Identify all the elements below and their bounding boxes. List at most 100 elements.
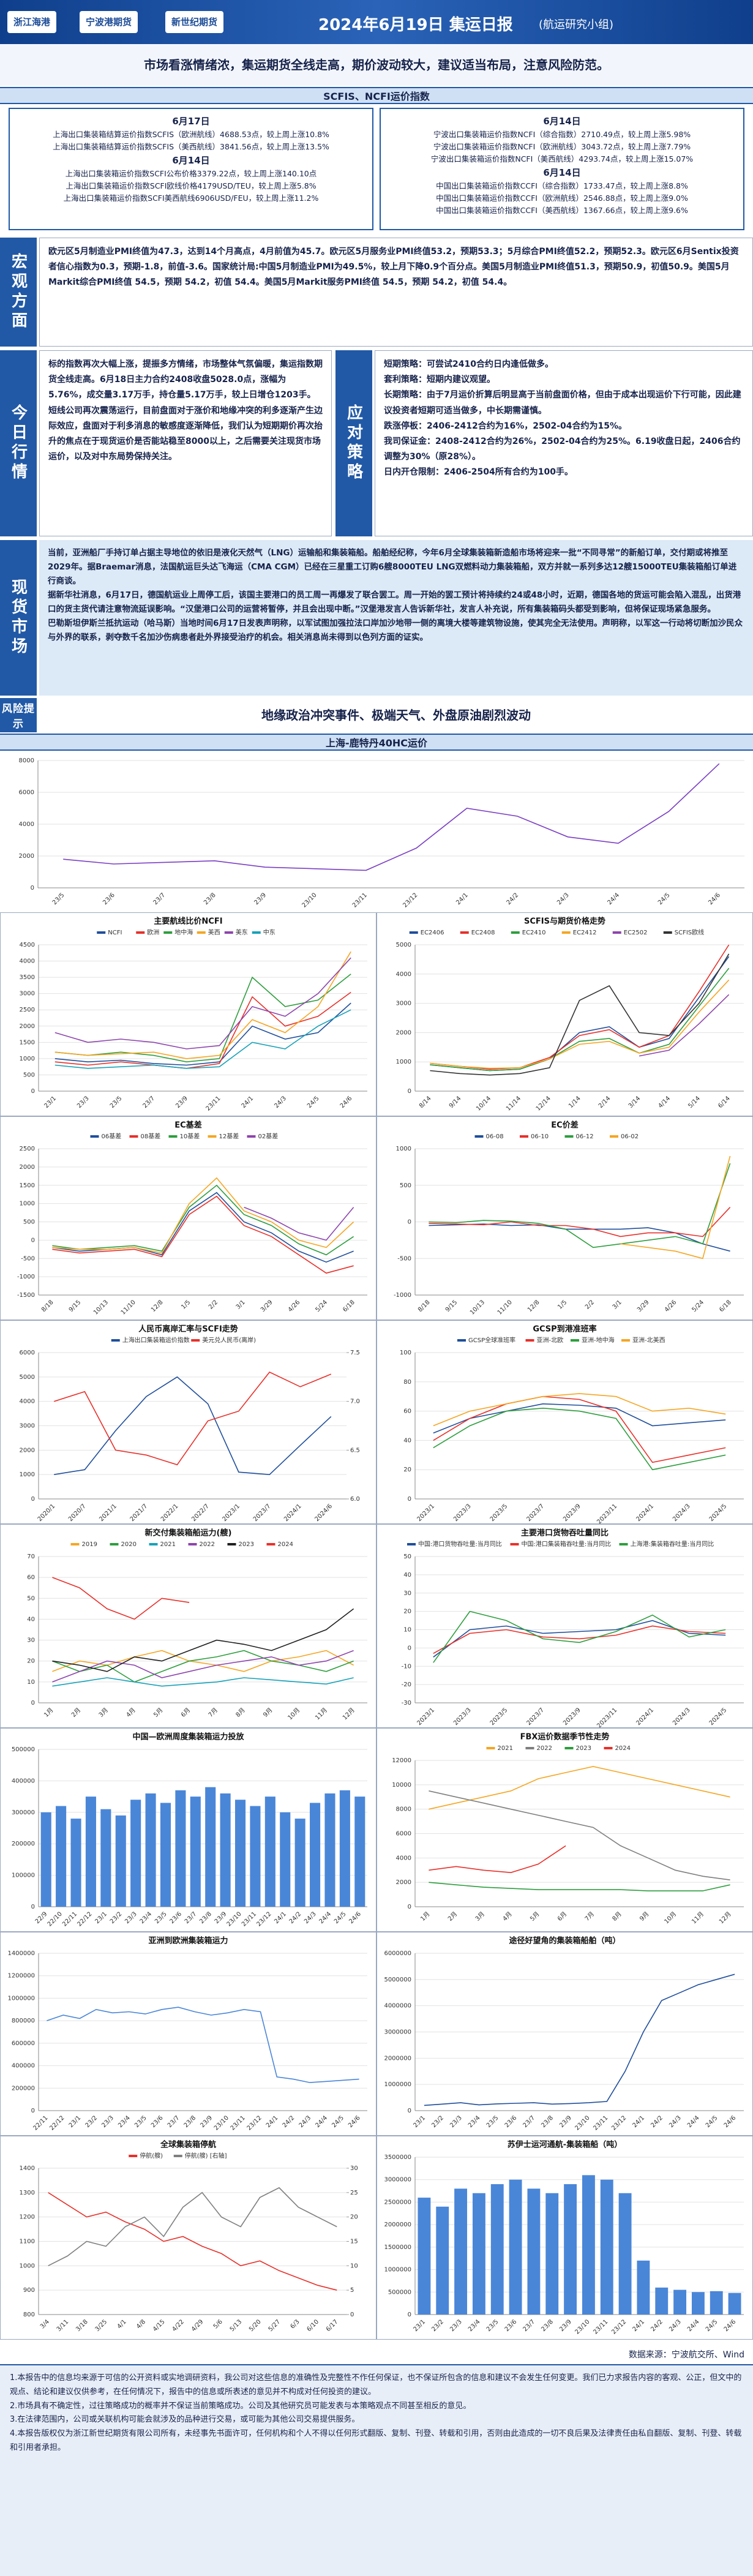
legend-label: EC2502: [624, 929, 648, 936]
x-tick-label: 10/14: [475, 1095, 492, 1112]
x-tick-label: 4/1: [116, 2318, 128, 2330]
bar: [600, 2179, 613, 2315]
chart-panel: EC价差 06-08 06-10 06-12 06-02 -1000 -500 0 500 100…: [376, 1116, 753, 1320]
bar: [220, 1793, 231, 1907]
x-tick-label: 3/25: [94, 2318, 109, 2333]
x-tick-label: 23/9: [253, 892, 268, 906]
x-tick-label: 23/10: [574, 2114, 591, 2131]
y-tick-label: 2000: [19, 853, 34, 860]
chart-panel: FBX运价数据季节性走势 2021 2022 2023 2024 0 2000 4000 600…: [376, 1728, 753, 1932]
y-tick-label: 500: [23, 1219, 35, 1226]
y-tick-label: 40: [403, 1437, 411, 1444]
x-tick-label: 11/10: [120, 1299, 137, 1316]
x-tick-label: 3/29: [260, 1299, 274, 1313]
legend-swatch: [474, 1135, 484, 1138]
legend-swatch: [610, 1135, 618, 1138]
y-tick-label: 8000: [19, 757, 34, 764]
y-tick-label: 4000: [396, 1855, 411, 1861]
x-tick-label: 2月: [446, 1910, 459, 1923]
index-line: 宁波出口集装箱运价指数NCFI（欧洲航线）3043.72点，较上周上涨7.79%: [433, 142, 691, 151]
bar: [527, 2188, 541, 2315]
x-tick-label: 2021/7: [129, 1503, 149, 1523]
y-tick-label: 400000: [12, 1778, 35, 1784]
x-tick-label: 3/1: [612, 1299, 623, 1310]
y2-tick-label: 15: [350, 2239, 358, 2245]
y-tick-label: -1000: [394, 1292, 411, 1299]
bar: [418, 2198, 431, 2315]
x-tick-label: 6/18: [342, 1299, 356, 1313]
y-tick-label: -1000: [17, 1274, 35, 1280]
x-tick-label: 24/4: [607, 892, 621, 906]
x-tick-label: 24/6: [348, 1910, 362, 1925]
x-tick-label: 1/5: [556, 1299, 568, 1310]
bar: [310, 1803, 321, 1907]
x-tick-label: 23/11: [592, 2318, 609, 2335]
legend-label: 中国:港口集装箱吞吐量:当月同比: [522, 1540, 612, 1548]
summary: 市场看涨情绪浓，集运期货全线走高，期价波动较大，建议适当布局，注意风险防范。: [0, 44, 753, 86]
bar: [85, 1797, 96, 1907]
line-series: [429, 1163, 731, 1249]
line-series: [433, 1395, 726, 1463]
chart-panel: SCFIS与期货价格走势 EC2406 EC2408 EC2410 EC2412 EC25…: [376, 912, 753, 1116]
y-tick-label: 5000: [396, 942, 411, 948]
x-tick-label: 23/5: [109, 1095, 124, 1110]
chart-panel: EC基差 06基差 08基差 10基差 12基差 02基差 -1500 -1000 -500 0 5…: [0, 1116, 376, 1320]
x-tick-label: 3月: [474, 1910, 486, 1923]
line-series: [52, 1177, 354, 1254]
y-tick-label: 500000: [388, 2289, 411, 2296]
x-tick-label: 24/4: [318, 1910, 333, 1925]
bar: [130, 1800, 141, 1907]
legend-swatch: [619, 1543, 628, 1545]
legend-label: 亚洲-地中海: [582, 1336, 615, 1344]
strategy-item: 日内开仓限制：2406-2504所有合约为100手。: [384, 467, 573, 478]
x-tick-label: 23/2: [430, 2318, 445, 2333]
bar: [509, 2179, 522, 2315]
legend-swatch: [621, 1339, 630, 1342]
line-series: [52, 1650, 354, 1683]
line-series: [429, 1845, 566, 1874]
legend-swatch: [90, 1135, 99, 1138]
x-tick-label: 23/12: [255, 1910, 272, 1928]
x-tick-label: 3/14: [628, 1095, 642, 1110]
x-tick-label: 23/2: [84, 2114, 99, 2129]
x-tick-label: 24/5: [657, 892, 672, 906]
line-series: [52, 1650, 354, 1683]
x-tick-label: 12/8: [150, 1299, 165, 1313]
x-tick-label: 2023/3: [452, 1707, 473, 1727]
y-tick-label: 300000: [12, 1809, 35, 1816]
line-series: [433, 1393, 726, 1427]
legend-label: 美元兑人民币(离岸): [202, 1336, 256, 1344]
x-tick-label: 23/1: [412, 2114, 427, 2129]
y2-tick-label: 30: [350, 2165, 358, 2172]
x-tick-label: 23/10: [574, 2318, 591, 2335]
y-tick-label: 2000000: [384, 2055, 411, 2062]
legend-swatch: [486, 1747, 495, 1749]
legend-label: 停航(艘) [右轴]: [185, 2152, 227, 2160]
legend-label: 亚洲-北美西: [632, 1336, 665, 1344]
y-tick-label: 1000000: [384, 2267, 411, 2274]
x-tick-label: 2023/1: [222, 1503, 242, 1523]
y-tick-label: 8000: [396, 1806, 411, 1813]
y-tick-label: 70: [27, 1553, 35, 1560]
legend-label: 2024: [615, 1745, 631, 1752]
bar: [637, 2260, 650, 2315]
legend-label: 2021: [160, 1541, 176, 1548]
chart-title: GCSP到港准班率: [533, 1324, 596, 1334]
bar: [564, 2184, 577, 2315]
x-tick-label: 22/11: [61, 1910, 78, 1928]
legend-label: 2023: [239, 1541, 254, 1548]
y-tick-label: 0: [408, 1904, 411, 1910]
legend-label: 上海出口集装箱运价指数: [122, 1336, 190, 1344]
x-tick-label: 24/3: [668, 2114, 683, 2129]
line-series: [52, 1650, 354, 1672]
index-date: 6月14日: [172, 155, 210, 166]
x-tick-label: 24/4: [314, 2114, 329, 2129]
chart-title: EC基差: [174, 1121, 201, 1130]
x-tick-label: 23/6: [168, 1910, 183, 1925]
disclaimer-item: 2.市场具有不确定性，过往策略成功的概率并不保证当前策略成功。公司及其他研究员可…: [10, 2401, 471, 2411]
y-tick-label: -500: [397, 1255, 411, 1262]
x-tick-label: 3/11: [56, 2318, 70, 2333]
x-tick-label: 4月: [501, 1910, 514, 1923]
chart: 新交付集装箱船运力(艘) 2019 2020 2021 2022 2023 2024 0 10 2…: [27, 1528, 367, 1721]
